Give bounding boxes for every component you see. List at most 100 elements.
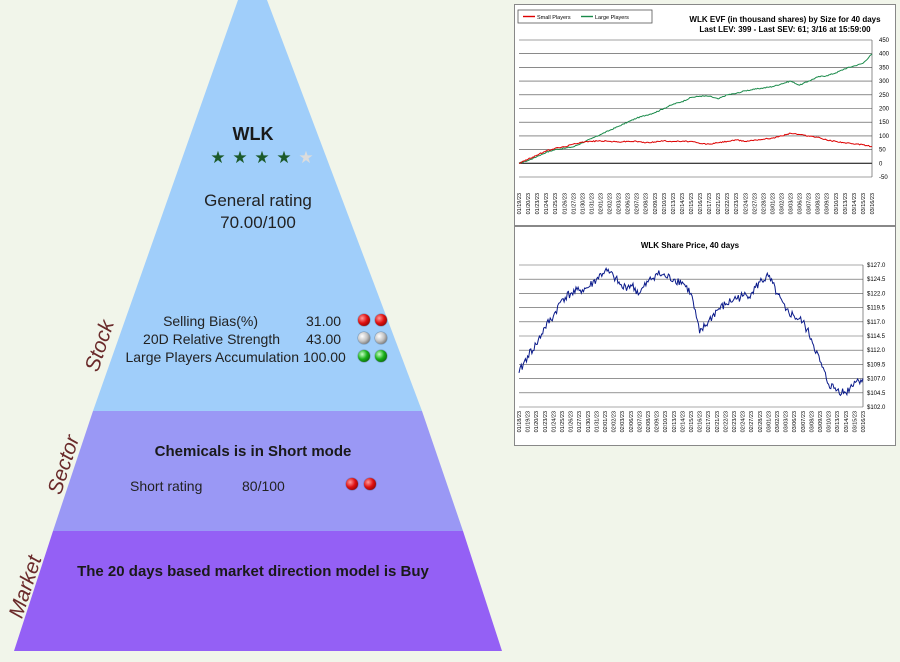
x-tick-label: 01/26/23 bbox=[569, 411, 575, 432]
x-tick-label: 01/30/23 bbox=[586, 411, 592, 432]
x-tick-label: 03/07/23 bbox=[801, 411, 807, 432]
stock-tier bbox=[93, 0, 422, 411]
star-filled-icon: ★ bbox=[210, 148, 226, 167]
x-tick-label: 02/14/23 bbox=[680, 193, 686, 214]
metric-label: 20D Relative Strength bbox=[143, 331, 280, 347]
status-dot-icon bbox=[375, 350, 387, 362]
x-tick-label: 03/15/23 bbox=[852, 411, 858, 432]
x-tick-label: 02/28/23 bbox=[758, 411, 764, 432]
evf-chart: Small Players Large Players WLK EVF (in t… bbox=[517, 9, 890, 214]
status-dot-icon bbox=[358, 350, 370, 362]
y-tick-label: 100 bbox=[879, 134, 890, 140]
x-tick-label: 03/06/23 bbox=[792, 411, 798, 432]
series-line-small-players bbox=[518, 132, 872, 164]
x-tick-label: 03/06/23 bbox=[798, 193, 804, 214]
metric-value: 43.00 bbox=[306, 331, 342, 347]
sector-title: Chemicals is in Short mode bbox=[154, 443, 352, 460]
y-tick-label: $117.0 bbox=[867, 320, 886, 326]
status-dot-icon bbox=[375, 332, 387, 344]
pyramid bbox=[14, 0, 502, 651]
y-tick-label: $107.0 bbox=[867, 377, 886, 383]
x-tick-label: 02/22/23 bbox=[725, 193, 731, 214]
x-tick-label: 02/01/23 bbox=[603, 411, 609, 432]
x-tick-label: 02/24/23 bbox=[741, 411, 747, 432]
x-tick-label: 01/23/23 bbox=[543, 411, 549, 432]
y-tick-label: 0 bbox=[879, 161, 883, 167]
x-tick-label: 03/08/23 bbox=[816, 193, 822, 214]
x-tick-label: 03/10/23 bbox=[834, 193, 840, 214]
series-line-large-players bbox=[518, 53, 873, 164]
x-tick-label: 02/14/23 bbox=[680, 411, 686, 432]
x-tick-label: 02/22/23 bbox=[723, 411, 729, 432]
metric-value: 31.00 bbox=[306, 313, 342, 329]
star-filled-icon: ★ bbox=[254, 148, 270, 167]
general-rating-label: General rating bbox=[204, 191, 312, 210]
x-tick-label: 02/02/23 bbox=[612, 411, 618, 432]
y-tick-label: $109.5 bbox=[867, 362, 886, 368]
x-tick-label: 02/09/23 bbox=[655, 411, 661, 432]
x-tick-label: 03/02/23 bbox=[779, 193, 785, 214]
x-tick-label: 01/27/23 bbox=[571, 193, 577, 214]
y-tick-label: 400 bbox=[879, 52, 890, 58]
x-tick-label: 02/23/23 bbox=[732, 411, 738, 432]
x-tick-label: 02/21/23 bbox=[716, 193, 722, 214]
x-tick-label: 02/28/23 bbox=[761, 193, 767, 214]
metric-label: Selling Bias(%) bbox=[163, 313, 258, 329]
y-tick-label: 150 bbox=[879, 120, 890, 126]
star-empty-icon: ★ bbox=[298, 148, 314, 167]
x-tick-label: 01/31/23 bbox=[594, 411, 600, 432]
x-tick-label: 01/19/23 bbox=[526, 411, 532, 432]
x-tick-label: 02/03/23 bbox=[620, 411, 626, 432]
y-tick-label: 250 bbox=[879, 93, 890, 99]
x-tick-label: 03/13/23 bbox=[835, 411, 841, 432]
metric-label: Large Players Accumulation bbox=[125, 349, 299, 365]
general-rating-value: 70.00/100 bbox=[220, 213, 296, 232]
price-chart: WLK Share Price, 40 days $127.0 $124.5 $12… bbox=[517, 241, 886, 432]
chart-legend: Small Players Large Players bbox=[517, 9, 653, 24]
y-tick-label: $104.5 bbox=[867, 391, 886, 397]
x-tick-label: 02/06/23 bbox=[626, 193, 632, 214]
ticker-title: WLK bbox=[232, 124, 274, 144]
status-dot-icon bbox=[358, 314, 370, 326]
x-tick-label: 01/19/23 bbox=[517, 193, 523, 214]
x-tick-label: 01/24/23 bbox=[551, 411, 557, 432]
x-tick-label: 02/02/23 bbox=[608, 193, 614, 214]
chart-subtitle: Last LEV: 399 - Last SEV: 61; 3/16 at 15… bbox=[699, 25, 871, 34]
short-rating-value: 80/100 bbox=[242, 478, 285, 494]
x-tick-label: 02/24/23 bbox=[743, 193, 749, 214]
x-tick-label: 02/06/23 bbox=[629, 411, 635, 432]
status-dot-icon bbox=[346, 478, 358, 490]
x-tick-label: 02/23/23 bbox=[734, 193, 740, 214]
x-tick-label: 01/27/23 bbox=[577, 411, 583, 432]
x-tick-label: 03/08/23 bbox=[809, 411, 815, 432]
y-tick-label: $114.5 bbox=[867, 334, 886, 340]
x-tick-label: 02/21/23 bbox=[715, 411, 721, 432]
x-tick-label: 03/14/23 bbox=[852, 193, 858, 214]
x-tick-label: 03/01/23 bbox=[770, 193, 776, 214]
x-tick-label: 01/23/23 bbox=[535, 193, 541, 214]
x-tick-label: 01/30/23 bbox=[580, 193, 586, 214]
x-tick-label: 02/17/23 bbox=[707, 193, 713, 214]
price-chart-panel: WLK Share Price, 40 days $127.0 $124.5 $12… bbox=[514, 226, 896, 446]
x-tick-label: 03/02/23 bbox=[775, 411, 781, 432]
x-tick-label: 01/25/23 bbox=[553, 193, 559, 214]
x-tick-label: 03/13/23 bbox=[843, 193, 849, 214]
x-tick-label: 03/16/23 bbox=[870, 193, 876, 214]
status-dot-icon bbox=[358, 332, 370, 344]
metric-value: 100.00 bbox=[303, 349, 346, 365]
y-tick-label: 300 bbox=[879, 79, 890, 85]
y-tick-label: 200 bbox=[879, 107, 890, 113]
x-tick-label: 02/27/23 bbox=[749, 411, 755, 432]
x-tick-label: 02/08/23 bbox=[644, 193, 650, 214]
x-tick-label: 03/09/23 bbox=[825, 193, 831, 214]
x-tick-label: 01/20/23 bbox=[534, 411, 540, 432]
x-tick-label: 03/14/23 bbox=[844, 411, 850, 432]
x-tick-label: 01/26/23 bbox=[562, 193, 568, 214]
x-tick-label: 02/01/23 bbox=[598, 193, 604, 214]
x-tick-label: 03/03/23 bbox=[789, 193, 795, 214]
star-filled-icon: ★ bbox=[276, 148, 292, 167]
legend-label: Small Players bbox=[537, 15, 571, 21]
status-dot-icon bbox=[375, 314, 387, 326]
x-tick-label: 01/20/23 bbox=[526, 193, 532, 214]
evf-chart-panel: Small Players Large Players WLK EVF (in t… bbox=[514, 4, 896, 226]
